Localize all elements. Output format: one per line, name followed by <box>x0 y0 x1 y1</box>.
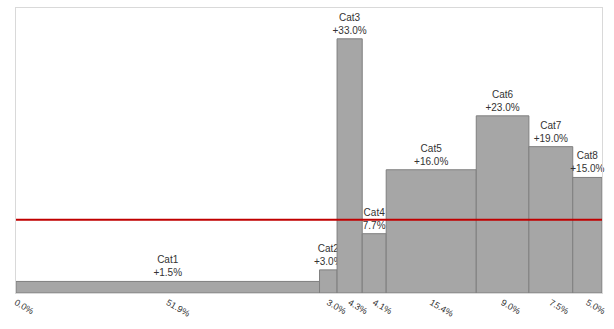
svg-text:5.0%: 5.0% <box>584 297 607 316</box>
svg-text:4.1%: 4.1% <box>371 297 394 316</box>
svg-text:Cat7+19.0%: Cat7+19.0% <box>534 120 568 144</box>
svg-text:Cat8+15.0%: Cat8+15.0% <box>570 150 604 174</box>
svg-text:Cat6+23.0%: Cat6+23.0% <box>485 89 519 113</box>
svg-text:15.4%: 15.4% <box>428 297 455 318</box>
svg-text:4.3%: 4.3% <box>346 297 369 316</box>
svg-text:Cat3+33.0%: Cat3+33.0% <box>332 12 366 36</box>
svg-text:7.5%: 7.5% <box>548 297 571 316</box>
svg-text:3.0%: 3.0% <box>325 297 348 316</box>
svg-text:Cat5+16.0%: Cat5+16.0% <box>414 143 448 167</box>
svg-text:Cat2+3.0%: Cat2+3.0% <box>314 243 343 267</box>
svg-text:Cat47.7%: Cat47.7% <box>363 207 386 231</box>
svg-text:Cat1+1.5%: Cat1+1.5% <box>153 254 182 278</box>
svg-text:51.9%: 51.9% <box>165 297 192 318</box>
svg-text:9.0%: 9.0% <box>499 297 522 316</box>
svg-text:0.0%: 0.0% <box>13 297 36 316</box>
